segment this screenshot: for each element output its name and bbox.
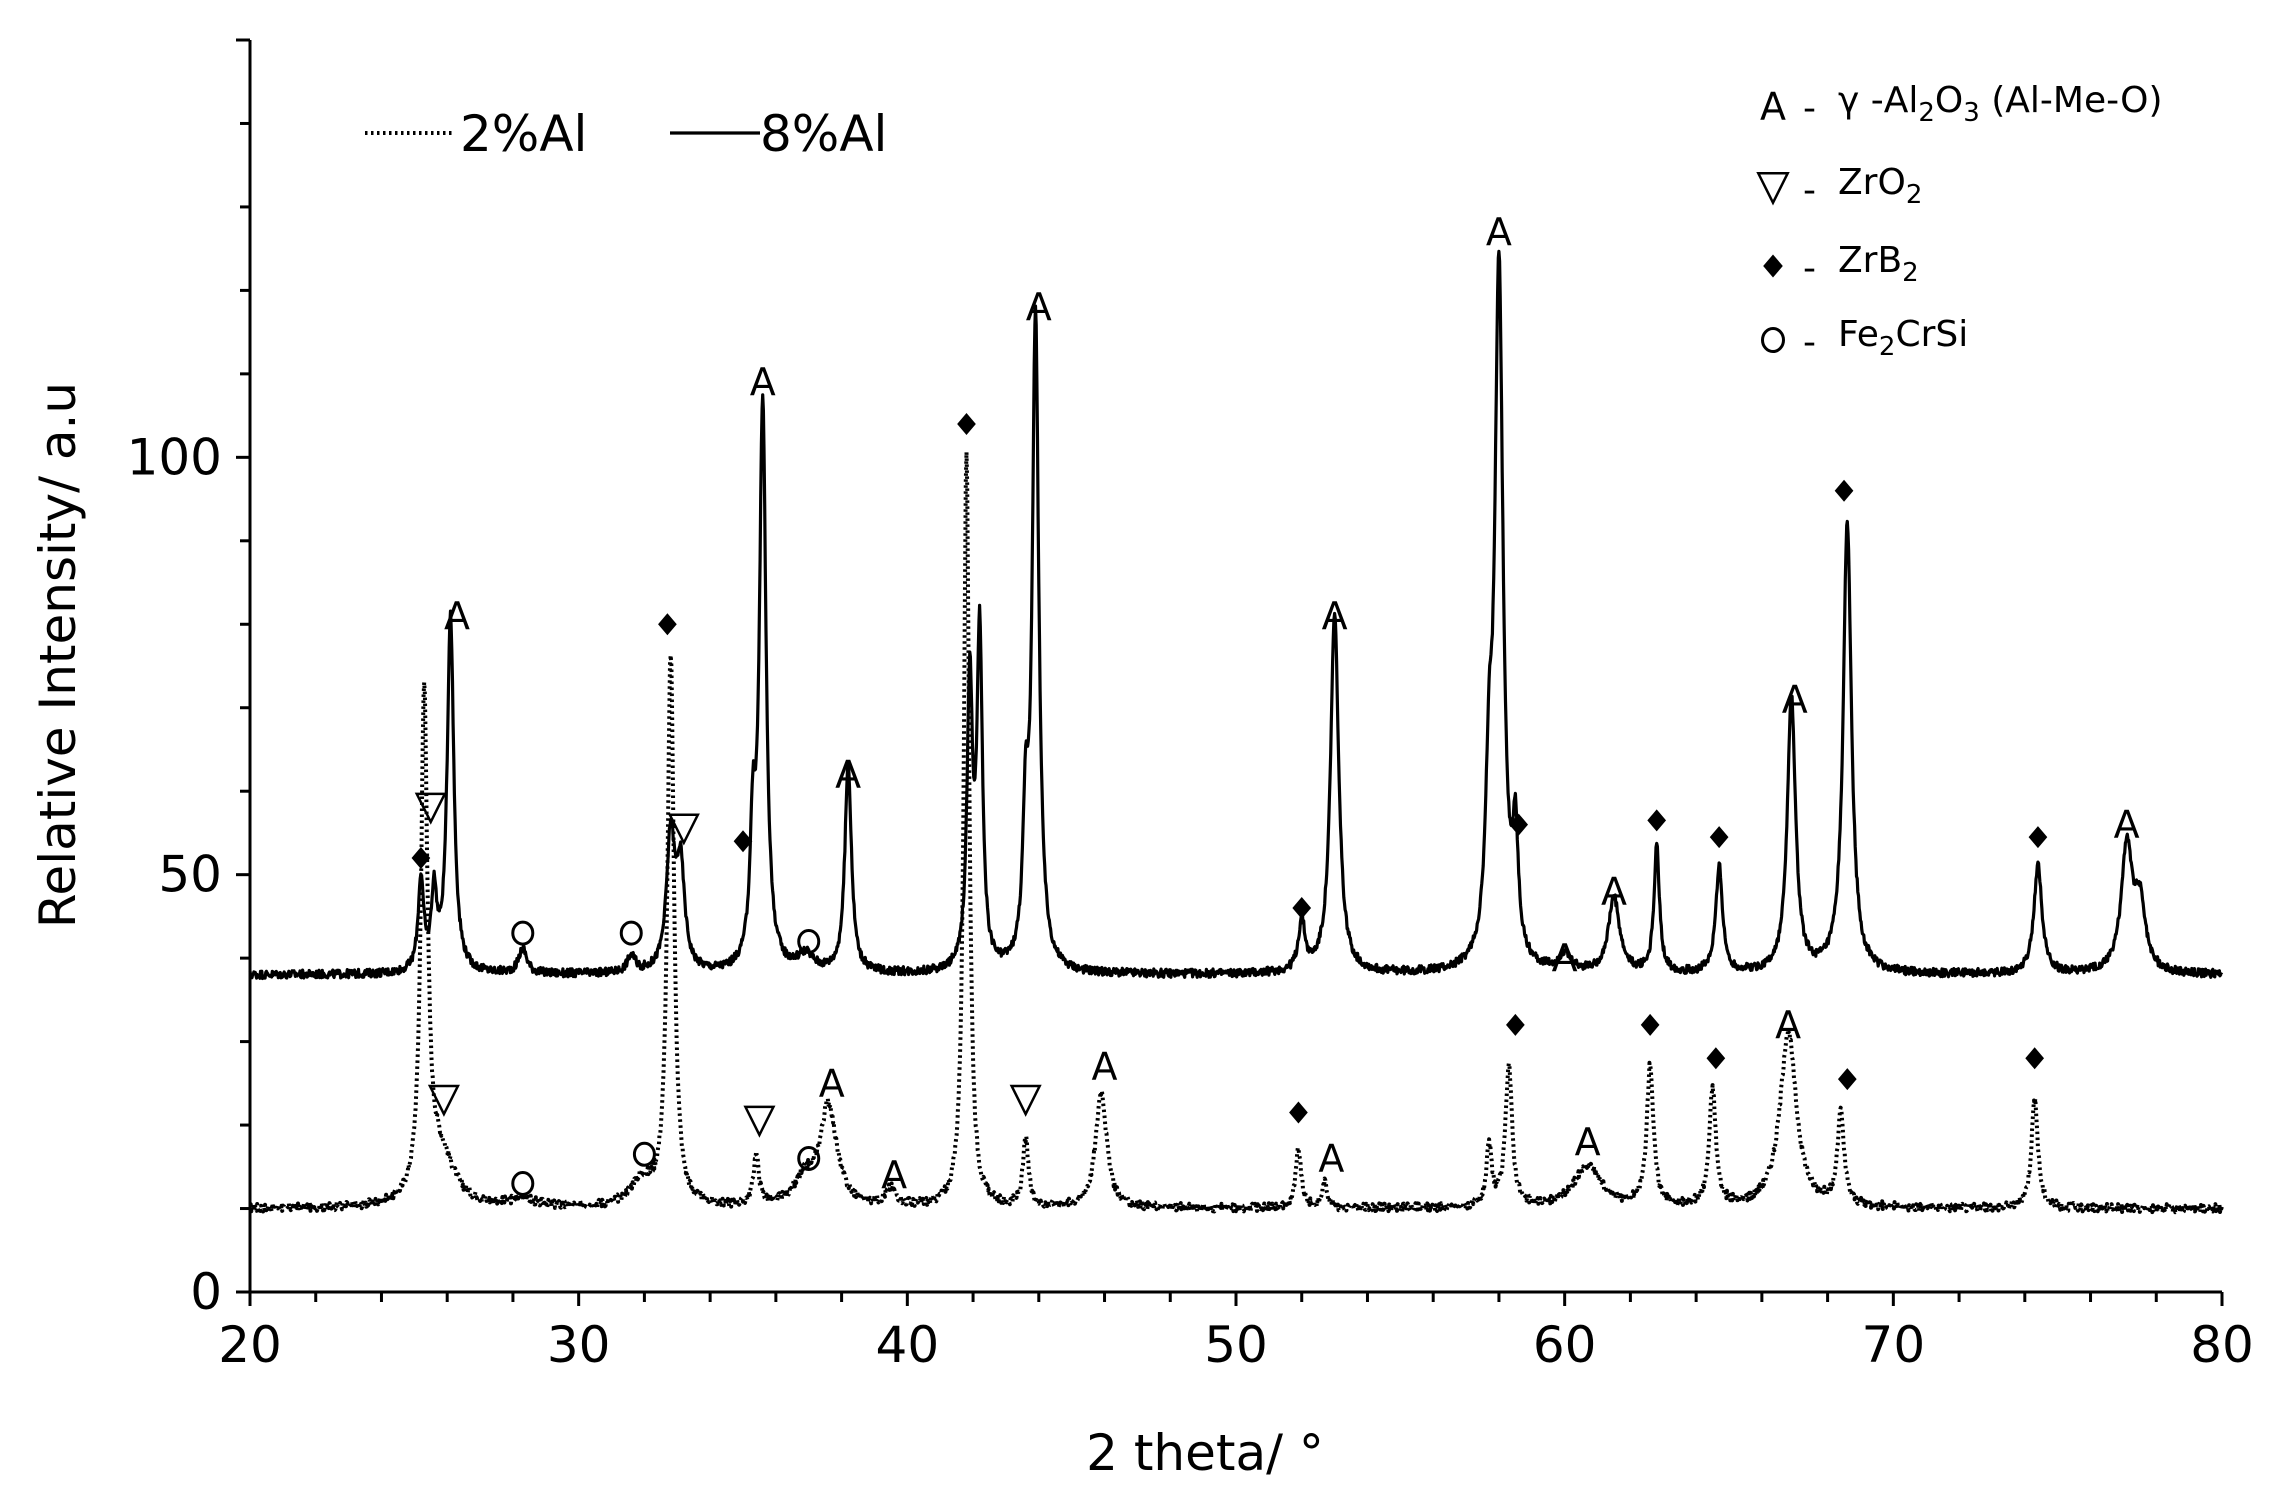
- peak-label-a: A: [881, 1153, 907, 1197]
- peak-label-a: A: [1575, 1120, 1601, 1164]
- circle-marker: [1761, 326, 1785, 354]
- key-text-part: CrSi: [1895, 314, 1968, 355]
- x-tick-label: 60: [1533, 1316, 1597, 1374]
- x-tick-label: 20: [218, 1316, 282, 1374]
- key-dash: -: [1803, 322, 1816, 363]
- triangle-marker: [427, 1084, 460, 1117]
- key-subscript: 2: [1879, 332, 1896, 362]
- triangle-marker: [414, 792, 447, 825]
- legend-label: 2%Al: [460, 105, 587, 163]
- peak-label-a: A: [1552, 936, 1578, 980]
- x-tick-label: 70: [1862, 1316, 1926, 1374]
- key-text-part: ZrO: [1838, 162, 1906, 203]
- diamond-marker: [1506, 1013, 1525, 1036]
- phase-key: A-γ -Al2O3 (Al-Me-O)- ZrO2- ZrB2- Fe2CrSi: [1756, 80, 2163, 363]
- circle-marker: [511, 920, 535, 946]
- circle-marker: [619, 920, 643, 946]
- peak-label-a: A: [1092, 1045, 1118, 1089]
- peak-label-a: A: [1782, 677, 1808, 721]
- x-tick-label: 30: [547, 1316, 611, 1374]
- diamond-marker: [1640, 1013, 1660, 1036]
- diamond-marker: [1647, 809, 1667, 832]
- plot-area: [248, 249, 2224, 1215]
- diamond-marker: [1763, 254, 1783, 278]
- triangle-marker: [667, 813, 700, 846]
- key-text-part: Fe: [1838, 314, 1879, 355]
- diamond-marker: [1706, 1047, 1726, 1070]
- diamond-marker: [2028, 826, 2048, 849]
- x-tick-label: 40: [876, 1316, 940, 1374]
- triangle-marker: [1009, 1084, 1042, 1117]
- diamond-marker: [1709, 826, 1729, 849]
- diamond-marker: [1292, 897, 1312, 920]
- x-axis-title: 2 theta/ °: [1086, 1424, 1324, 1482]
- key-subscript: 3: [1963, 98, 1980, 128]
- series-line-8al: [248, 249, 2224, 981]
- diamond-marker: [1837, 1068, 1857, 1091]
- peak-label-a: A: [1322, 594, 1348, 638]
- y-tick-label: 100: [127, 428, 222, 486]
- diamond-marker: [733, 830, 753, 853]
- key-label: γ -Al2O3 (Al-Me-O): [1838, 80, 2163, 128]
- circle-marker: [632, 1141, 656, 1167]
- key-subscript: 2: [1918, 98, 1935, 128]
- y-axis-title: Relative Intensity/ a.u: [29, 382, 87, 928]
- diamond-marker: [411, 846, 431, 869]
- key-label: Fe2CrSi: [1838, 314, 1968, 362]
- y-tick-label: 50: [158, 846, 222, 904]
- peak-label-a: A: [1775, 1003, 1801, 1047]
- peak-label-a: A: [835, 753, 861, 797]
- key-dash: -: [1803, 248, 1816, 289]
- peak-label-a: A: [1601, 869, 1627, 913]
- peak-label-a: A: [1318, 1136, 1344, 1180]
- diamond-marker: [957, 412, 976, 435]
- circle-marker: [797, 1145, 821, 1171]
- triangle-marker: [743, 1105, 776, 1138]
- peak-label-a: A: [444, 594, 470, 638]
- peak-label-a: A: [750, 360, 776, 404]
- triangle-marker: [1756, 172, 1790, 206]
- key-text-part: O: [1935, 80, 1963, 121]
- legend-label: 8%Al: [760, 105, 887, 163]
- y-tick-label: 0: [190, 1263, 222, 1321]
- circle-marker: [797, 928, 821, 954]
- peak-label-a: A: [1026, 285, 1052, 329]
- key-label: ZrO2: [1838, 162, 1922, 210]
- diamond-marker: [658, 613, 677, 636]
- x-tick-label: 50: [1204, 1316, 1268, 1374]
- key-dash: -: [1803, 88, 1816, 129]
- diamond-marker: [2025, 1047, 2045, 1070]
- key-text-part: γ -Al: [1838, 80, 1918, 121]
- series-line-2al: [248, 450, 2224, 1215]
- axes: 20 30 40 50 60 70 80 0 50 100: [127, 38, 2254, 1374]
- key-text-part: (Al-Me-O): [1980, 80, 2163, 121]
- key-text-part: ZrB: [1838, 240, 1902, 281]
- legend: 2%Al 8%Al: [365, 105, 887, 163]
- peak-label-a: A: [2114, 803, 2140, 847]
- key-dash: -: [1803, 170, 1816, 211]
- diamond-marker: [1834, 479, 1854, 502]
- circle-marker: [511, 1170, 535, 1196]
- key-subscript: 2: [1906, 180, 1923, 210]
- x-tick-label: 80: [2190, 1316, 2254, 1374]
- key-label: ZrB2: [1838, 240, 1919, 288]
- key-subscript: 2: [1902, 258, 1919, 288]
- diamond-marker: [1509, 813, 1529, 836]
- peak-label-a: A: [1486, 210, 1512, 254]
- diamond-marker: [1289, 1101, 1308, 1124]
- peak-label-a: A: [819, 1061, 845, 1105]
- peak-label-a: A: [1760, 85, 1786, 129]
